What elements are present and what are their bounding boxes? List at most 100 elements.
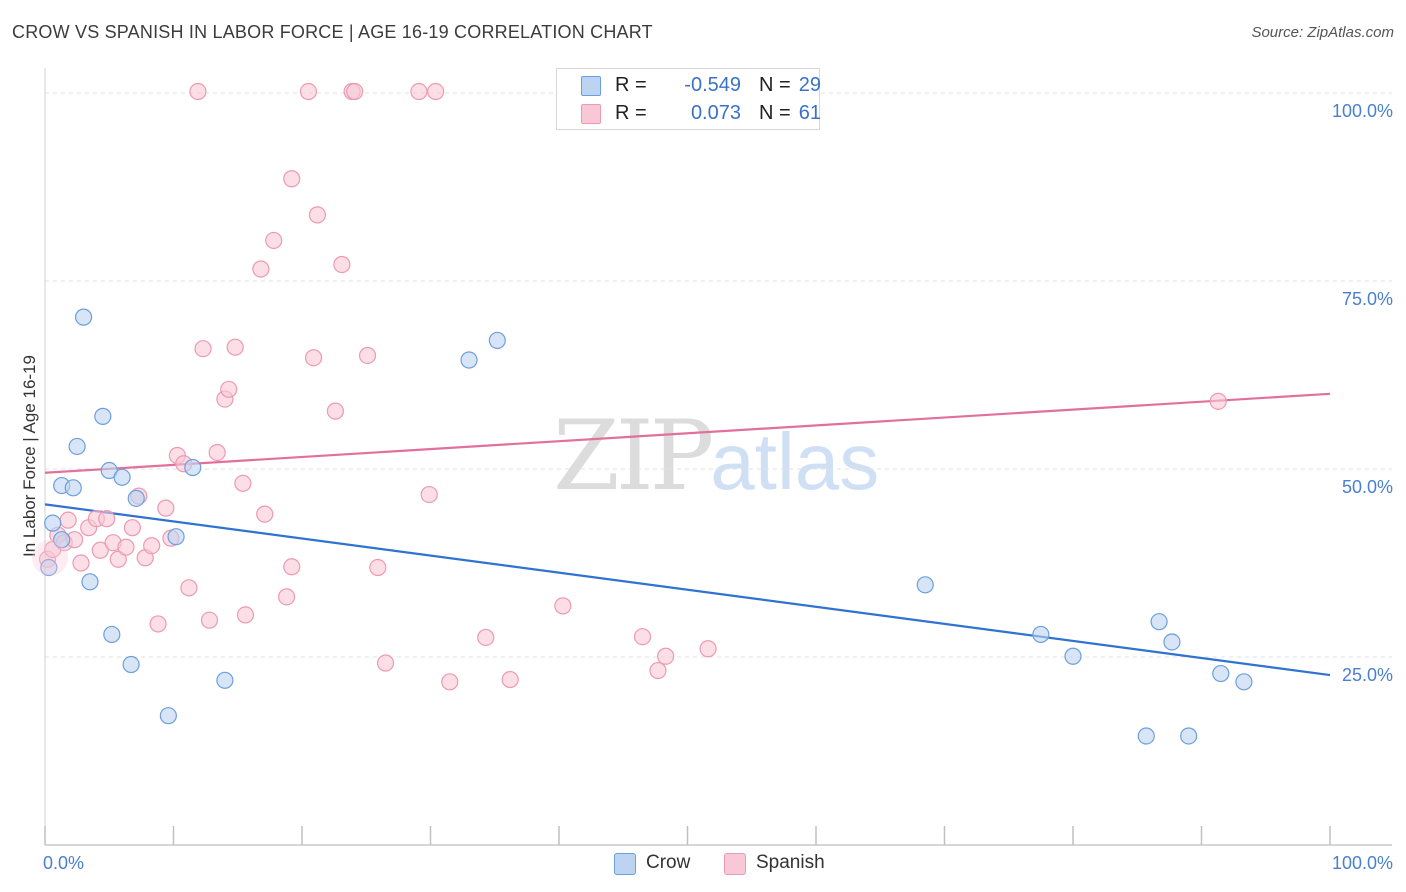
source-label: Source: ZipAtlas.com: [1251, 24, 1394, 41]
watermark-atlas: atlas: [710, 417, 880, 506]
crow-point: [167, 528, 185, 546]
spanish-point: [91, 541, 109, 559]
spanish-point: [369, 558, 387, 577]
spanish-point: [226, 338, 244, 356]
crow-legend-label: Crow: [646, 852, 691, 873]
data-points: [32, 82, 1253, 745]
crow-point: [64, 479, 82, 497]
spanish-point: [194, 340, 212, 358]
y-tick-label: 25.0%: [1342, 665, 1393, 685]
spanish-point: [189, 82, 207, 101]
crow-point: [460, 351, 478, 369]
spanish-point: [256, 505, 274, 523]
spanish-point: [72, 554, 90, 572]
tick-labels: 25.0% 50.0% 75.0% 100.0% 0.0% 100.0%: [43, 101, 1393, 873]
spanish-point: [283, 170, 301, 188]
crow-point: [1212, 664, 1230, 683]
spanish-trend-line: [44, 392, 1331, 474]
spanish-r-value: 0.073: [690, 102, 741, 124]
spanish-point-cluster: [32, 539, 69, 576]
crow-point: [1032, 625, 1050, 644]
spanish-point: [633, 628, 652, 646]
spanish-point: [123, 519, 141, 537]
crow-point: [40, 558, 58, 577]
spanish-swatch: [581, 104, 601, 124]
spanish-point: [376, 654, 395, 672]
crow-point: [122, 655, 140, 674]
watermark-zip: ZIP: [553, 400, 714, 512]
spanish-point: [326, 402, 345, 420]
spanish-point: [265, 231, 283, 250]
spanish-point: [200, 611, 219, 629]
crow-n-value: 29: [798, 74, 821, 96]
spanish-legend-label: Spanish: [756, 852, 825, 873]
spanish-r-label: R =: [615, 102, 647, 124]
crow-point: [103, 625, 121, 644]
crow-point: [68, 437, 86, 456]
spanish-legend-swatch: [724, 853, 746, 875]
spanish-point: [358, 346, 377, 365]
x-tick-label: 0.0%: [43, 853, 84, 873]
crow-r-label: R =: [615, 74, 647, 96]
spanish-point: [410, 82, 428, 101]
spanish-point: [1209, 392, 1227, 410]
spanish-point: [427, 82, 445, 101]
crow-point: [1150, 613, 1168, 631]
spanish-point: [501, 670, 519, 689]
spanish-point: [554, 597, 572, 615]
spanish-point: [149, 615, 167, 633]
crow-trend-line: [44, 503, 1331, 677]
crow-point: [1235, 673, 1253, 691]
spanish-point: [59, 511, 77, 529]
spanish-point: [699, 640, 717, 658]
crow-point: [916, 576, 934, 594]
spanish-point: [477, 628, 495, 647]
spanish-point: [220, 380, 238, 398]
crow-point: [74, 308, 93, 326]
crow-point: [1137, 727, 1155, 745]
stats-legend: R = -0.549 N = 29 R = 0.073 N = 61: [556, 68, 821, 130]
spanish-point: [649, 661, 667, 680]
crow-point: [184, 458, 202, 477]
y-tick-label: 75.0%: [1342, 289, 1393, 309]
watermark: ZIPatlas: [553, 400, 879, 512]
crow-point: [53, 531, 71, 549]
spanish-point: [441, 673, 459, 691]
crow-point: [127, 489, 145, 507]
crow-r-value: -0.549: [684, 74, 741, 96]
crow-point: [488, 331, 506, 350]
spanish-point: [236, 606, 255, 624]
spanish-point: [308, 206, 327, 224]
crow-point: [159, 707, 177, 725]
crow-point: [1180, 727, 1198, 745]
crow-legend-swatch: [614, 853, 636, 875]
spanish-point: [333, 255, 351, 274]
spanish-point: [109, 550, 127, 568]
spanish-point: [346, 82, 364, 101]
crow-point: [81, 573, 99, 591]
gridlines: [45, 92, 1392, 658]
crow-swatch: [581, 76, 601, 96]
x-tick-label: 100.0%: [1332, 853, 1393, 873]
spanish-point: [299, 82, 318, 101]
crow-point: [216, 671, 234, 689]
spanish-n-value: 61: [798, 102, 821, 124]
spanish-point: [304, 349, 323, 367]
spanish-point: [234, 474, 252, 492]
spanish-point: [157, 499, 175, 517]
crow-point: [1163, 633, 1181, 651]
crow-n-label: N =: [759, 74, 791, 96]
crow-point: [1064, 647, 1082, 665]
spanish-n-label: N =: [759, 102, 791, 124]
crow-point: [113, 468, 131, 486]
spanish-point: [420, 485, 438, 504]
spanish-point: [208, 443, 226, 462]
spanish-point: [657, 647, 675, 665]
spanish-point: [143, 537, 161, 555]
spanish-point: [117, 538, 135, 556]
crow-point: [44, 514, 62, 532]
chart-title: CROW VS SPANISH IN LABOR FORCE | AGE 16-…: [12, 22, 653, 42]
spanish-point: [180, 579, 198, 597]
axes: [44, 68, 1392, 846]
